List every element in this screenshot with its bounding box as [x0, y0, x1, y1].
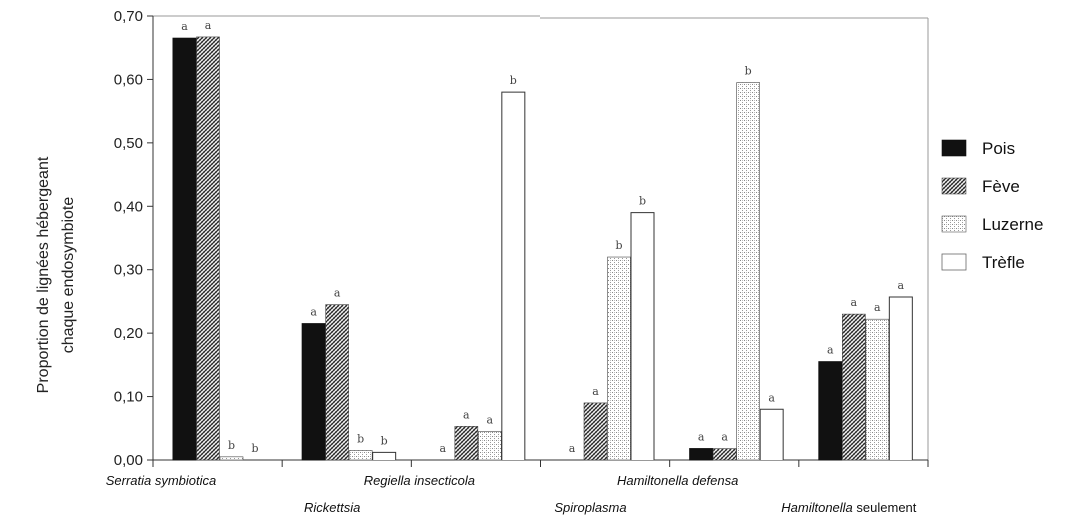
legend-swatch [941, 139, 967, 157]
plot-frame [153, 15, 929, 460]
x-category-label-italic: Hamiltonella [781, 500, 853, 515]
x-axis: Serratia symbiotica Rickettsia Regiella in… [106, 459, 929, 515]
x-category-label: Hamiltonella defensa [617, 473, 738, 488]
significance-letter: a [874, 301, 881, 314]
bar [689, 448, 714, 461]
y-axis-label-line-1: Proportion de lignées hébergeant [35, 156, 52, 393]
y-tick-label: 0,00 [114, 452, 143, 469]
x-category-label: Rickettsia [304, 500, 360, 515]
significance-letter: a [310, 306, 317, 319]
bar [301, 323, 326, 461]
bar [583, 402, 608, 461]
legend-swatch [941, 215, 967, 233]
significance-letter: a [721, 431, 728, 444]
x-category-label-italic: Regiella insecticola [364, 473, 475, 488]
legend-swatch [941, 177, 967, 195]
y-tick-label: 0,60 [114, 71, 143, 88]
significance-letter: a [698, 431, 705, 444]
bar [888, 296, 913, 460]
significance-letter: a [487, 413, 494, 426]
significance-letter: a [334, 287, 341, 300]
legend-label: Luzerne [982, 215, 1043, 234]
significance-labels: a a a a a a a a a a a a b b a b b a b b b b a a [181, 19, 904, 455]
y-tick-label: 0,20 [114, 325, 143, 342]
significance-letter: b [639, 195, 646, 208]
x-category-label: Regiella insecticola [364, 473, 475, 488]
significance-letter: a [827, 344, 834, 357]
y-tick-label: 0,70 [114, 8, 143, 25]
significance-letter: b [228, 439, 235, 452]
significance-letter: a [181, 20, 188, 33]
significance-letter: b [510, 74, 517, 87]
significance-letter: a [768, 391, 775, 404]
significance-letter: a [440, 442, 447, 455]
significance-letter: b [357, 432, 364, 445]
x-category-label: Hamiltonella seulement [781, 500, 917, 515]
bar [759, 408, 784, 460]
bar [325, 304, 349, 461]
significance-letter: b [251, 442, 258, 455]
x-category-label-italic: Spiroplasma [554, 500, 626, 515]
x-category-label-italic: Serratia symbiotica [106, 473, 217, 488]
bar [842, 313, 866, 461]
legend-swatch [941, 253, 967, 271]
x-category-label-italic: Rickettsia [304, 500, 360, 515]
y-tick-label: 0,30 [114, 262, 143, 279]
bar [372, 451, 397, 460]
bar [712, 448, 737, 461]
bar [607, 256, 631, 461]
bar [736, 82, 760, 461]
bar [219, 456, 244, 461]
bar [348, 450, 373, 461]
x-category-label: Spiroplasma [554, 500, 626, 515]
significance-letter: b [745, 65, 752, 78]
significance-letter: a [898, 279, 905, 292]
significance-letter: a [592, 385, 599, 398]
x-category-label: Serratia symbiotica [106, 473, 217, 488]
bar [196, 36, 220, 461]
bar [630, 212, 655, 460]
y-axis: 0,00 0,10 0,20 0,30 0,40 0,50 0,60 0,70 [114, 8, 154, 469]
y-tick-label: 0,50 [114, 135, 143, 152]
y-tick-label: 0,10 [114, 389, 143, 406]
y-tick-label: 0,40 [114, 198, 143, 215]
x-category-label-plain: seulement [853, 500, 917, 515]
significance-letter: b [381, 434, 388, 447]
significance-letter: a [463, 408, 470, 421]
legend-label: Fève [982, 177, 1020, 196]
significance-letter: a [205, 19, 212, 32]
y-axis-label-line-2: chaque endosymbiote [60, 197, 77, 354]
legend-label: Trèfle [982, 253, 1025, 272]
significance-letter: b [615, 239, 622, 252]
significance-letter: a [851, 296, 858, 309]
legend-label: Pois [982, 139, 1015, 158]
bar [865, 318, 890, 461]
x-category-label-italic: Hamiltonella defensa [617, 473, 738, 488]
bar [818, 361, 843, 461]
bar [478, 431, 502, 461]
bar [501, 91, 526, 460]
bar [454, 426, 479, 461]
significance-letter: a [569, 442, 576, 455]
bar [172, 37, 197, 461]
bars-group [172, 36, 913, 461]
legend: Pois Fève Luzerne Trèfle [941, 139, 1043, 272]
